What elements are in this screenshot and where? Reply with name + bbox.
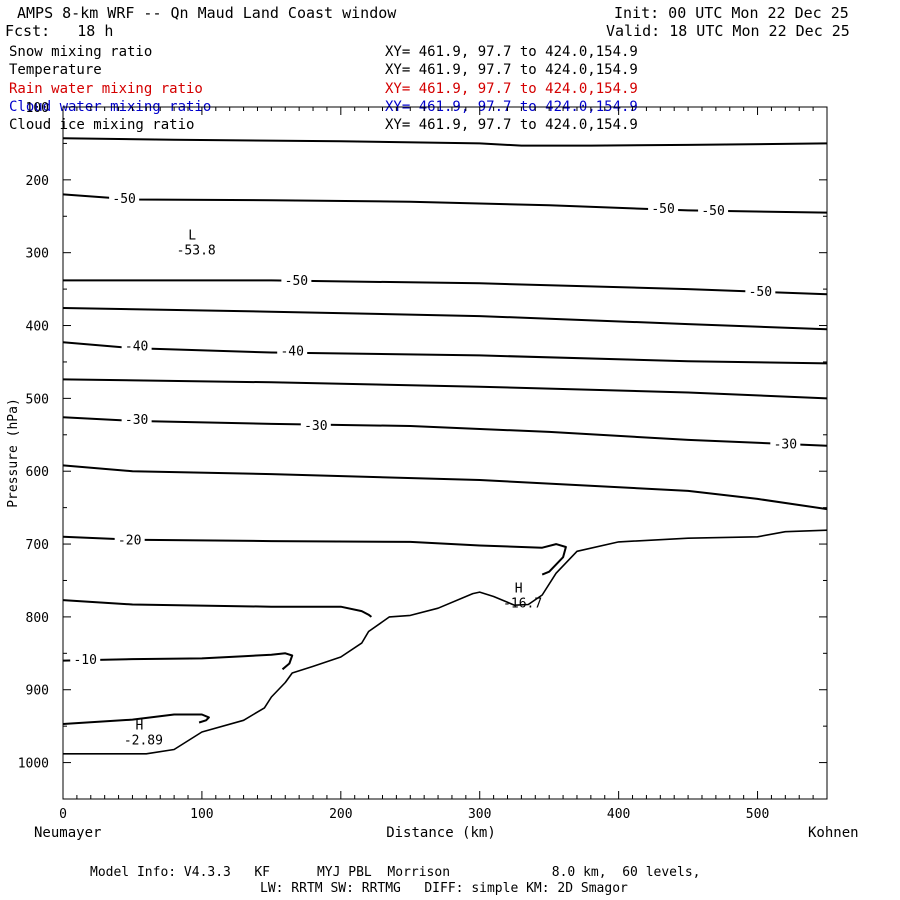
field-name-temperature: Temperature bbox=[9, 62, 102, 78]
isotherm-label: -40 bbox=[280, 345, 303, 360]
extremum-value: -2.89 bbox=[124, 734, 163, 749]
model-info: Model Info: V4.3.3 KF MYJ PBL Morrison 8… bbox=[90, 865, 701, 880]
y-tick-label: 900 bbox=[26, 684, 49, 699]
field-xy-cloud-ice: XY= 461.9, 97.7 to 424.0,154.9 bbox=[385, 117, 638, 133]
y-tick-label: 300 bbox=[26, 247, 49, 262]
isotherm-label-bg bbox=[300, 417, 331, 434]
isotherm-label-bg bbox=[114, 531, 145, 548]
isotherm-line bbox=[62, 713, 210, 725]
isotherm-label: -30 bbox=[774, 437, 797, 452]
chart-title: AMPS 8-km WRF -- Qn Maud Land Coast wind… bbox=[17, 4, 397, 22]
extremum-symbol: L bbox=[188, 228, 196, 243]
isotherm-label: -50 bbox=[651, 202, 674, 217]
init-time: Init: 00 UTC Mon 22 Dec 25 bbox=[614, 4, 849, 22]
x-tick-label: 300 bbox=[468, 807, 491, 822]
extremum-value: -16.7 bbox=[503, 597, 542, 612]
x-tick-label: 100 bbox=[190, 807, 213, 822]
isotherm-label: -50 bbox=[749, 285, 772, 300]
isotherm-line bbox=[62, 652, 294, 671]
right-endpoint-label: Kohnen bbox=[808, 825, 859, 841]
valid-time: Valid: 18 UTC Mon 22 Dec 25 bbox=[606, 22, 850, 40]
x-tick-label: 500 bbox=[746, 807, 769, 822]
isotherm-line bbox=[62, 535, 567, 576]
y-tick-label: 400 bbox=[26, 320, 49, 335]
y-tick-label: 800 bbox=[26, 611, 49, 626]
isotherm-label-bg bbox=[277, 342, 308, 359]
isotherm-label-bg bbox=[121, 411, 152, 428]
extremum-symbol: H bbox=[135, 719, 143, 734]
x-tick-label: 200 bbox=[329, 807, 352, 822]
plot-frame bbox=[62, 106, 828, 800]
y-tick-label: 500 bbox=[26, 392, 49, 407]
isotherm-label-bg bbox=[70, 650, 101, 667]
isotherm-label: -10 bbox=[73, 653, 96, 668]
isotherm-label: -40 bbox=[125, 340, 148, 355]
isotherm-line bbox=[62, 378, 828, 400]
x-tick-label: 400 bbox=[607, 807, 630, 822]
isotherm-label: -50 bbox=[112, 192, 135, 207]
field-xy-rain: XY= 461.9, 97.7 to 424.0,154.9 bbox=[385, 81, 638, 97]
left-endpoint-label: Neumayer bbox=[34, 825, 101, 841]
isotherm-label-bg bbox=[121, 337, 152, 354]
isotherm-line bbox=[62, 307, 828, 331]
isotherm-line bbox=[62, 464, 828, 511]
y-tick-label: 600 bbox=[26, 465, 49, 480]
y-tick-label: 1000 bbox=[18, 757, 49, 772]
y-tick-label: 700 bbox=[26, 538, 49, 553]
x-tick-label: 0 bbox=[59, 807, 67, 822]
field-xy-snow: XY= 461.9, 97.7 to 424.0,154.9 bbox=[385, 44, 638, 60]
isotherm-label-bg bbox=[698, 202, 729, 219]
field-xy-temperature: XY= 461.9, 97.7 to 424.0,154.9 bbox=[385, 62, 638, 78]
extremum-symbol: H bbox=[515, 582, 523, 597]
isotherm-label-bg bbox=[648, 199, 679, 216]
terrain-line bbox=[63, 529, 828, 755]
isotherm-label: -30 bbox=[304, 419, 327, 434]
x-axis-label: Distance (km) bbox=[386, 825, 496, 841]
isotherm-label: -30 bbox=[125, 413, 148, 428]
isotherm-label: -50 bbox=[285, 274, 308, 289]
isotherm-line bbox=[63, 279, 828, 296]
isotherm-line bbox=[62, 137, 828, 147]
isotherm-label-bg bbox=[770, 435, 801, 452]
isotherm-label-bg bbox=[109, 189, 140, 206]
isotherm-label: -20 bbox=[118, 533, 141, 548]
physics-info: LW: RRTM SW: RRTMG DIFF: simple KM: 2D S… bbox=[260, 881, 628, 896]
field-name-rain: Rain water mixing ratio bbox=[9, 81, 203, 97]
isotherm-line bbox=[62, 599, 373, 618]
extremum-value: -53.8 bbox=[177, 243, 216, 258]
isotherm-label: -50 bbox=[701, 204, 724, 219]
field-name-cloud-ice: Cloud ice mixing ratio bbox=[9, 117, 195, 133]
y-axis-label: Pressure (hPa) bbox=[6, 398, 21, 508]
isotherm-line bbox=[62, 416, 828, 447]
forecast-hour: Fcst: 18 h bbox=[5, 22, 114, 40]
field-name-snow: Snow mixing ratio bbox=[9, 44, 153, 60]
y-tick-label: 100 bbox=[26, 101, 49, 116]
isotherm-label-bg bbox=[745, 283, 776, 300]
isotherm-label-bg bbox=[281, 272, 312, 289]
y-tick-label: 200 bbox=[26, 174, 49, 189]
isotherm-line bbox=[62, 341, 828, 365]
